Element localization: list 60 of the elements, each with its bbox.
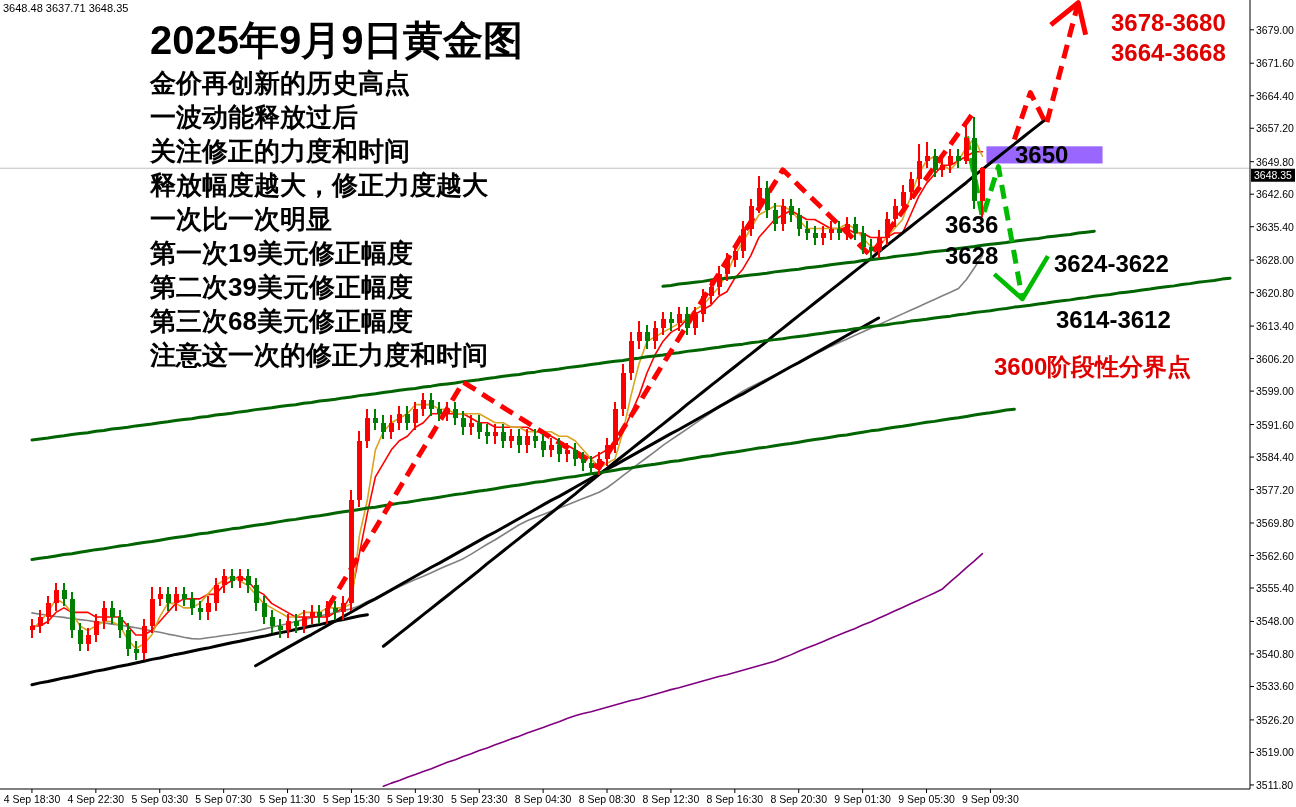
x-tick-label: 5 Sep 11:30 <box>259 793 316 805</box>
y-tick-label: 3620.80 <box>1256 286 1295 299</box>
annotation: 3628 <box>945 241 999 269</box>
x-tick-label: 8 Sep 20:30 <box>770 793 828 805</box>
annotation: 3678-3680 <box>1111 8 1226 36</box>
annotation: 一波动能释放过后 <box>150 102 358 133</box>
x-tick-label: 5 Sep 15:30 <box>323 793 380 805</box>
ref-line-label: 3648.35 <box>1254 169 1293 182</box>
annotation: 3600阶段性分界点 <box>994 352 1192 380</box>
y-tick-label: 3613.40 <box>1256 320 1295 333</box>
annotation: 释放幅度越大，修正力度越大 <box>149 170 489 201</box>
y-tick-label: 3628.00 <box>1256 254 1295 267</box>
x-tick-label: 4 Sep 22:30 <box>67 793 125 805</box>
x-tick-label: 5 Sep 19:30 <box>387 793 444 805</box>
annotation: 3614-3612 <box>1056 305 1171 333</box>
annotation: 3624-3622 <box>1054 249 1169 277</box>
chart-title: 2025年9月9日黄金图 <box>150 18 524 62</box>
y-tick-label: 3635.40 <box>1256 220 1295 233</box>
y-tick-label: 3562.60 <box>1256 549 1295 562</box>
annotation: 第三次68美元修正幅度 <box>149 306 413 337</box>
annotation: 金价再创新的历史高点 <box>149 68 410 99</box>
y-tick-label: 3569.80 <box>1256 516 1295 529</box>
annotation: 3664-3668 <box>1111 38 1226 66</box>
x-tick-label: 8 Sep 04:30 <box>514 793 572 805</box>
x-tick-label: 8 Sep 12:30 <box>642 793 700 805</box>
y-tick-label: 3606.20 <box>1256 352 1295 365</box>
y-tick-label: 3577.20 <box>1256 483 1295 496</box>
x-tick-label: 8 Sep 16:30 <box>706 793 764 805</box>
x-tick-label: 4 Sep 18:30 <box>3 793 61 805</box>
y-tick-label: 3679.00 <box>1256 23 1295 36</box>
y-tick-label: 3599.00 <box>1256 385 1295 398</box>
x-tick-label: 5 Sep 07:30 <box>195 793 253 805</box>
y-tick-label: 3548.00 <box>1256 615 1295 628</box>
y-tick-label: 3555.40 <box>1256 582 1295 595</box>
y-tick-label: 3584.40 <box>1256 451 1295 464</box>
y-tick-label: 3664.40 <box>1256 89 1295 102</box>
y-tick-label: 3519.00 <box>1256 746 1295 759</box>
annotation: 关注修正的力度和时间 <box>149 136 410 167</box>
annotation: 3648.48 3637.71 3648.35 <box>3 2 129 14</box>
annotation: 一次比一次明显 <box>150 204 332 235</box>
x-tick-label: 9 Sep 05:30 <box>898 793 955 805</box>
annotation: 3650 <box>1015 140 1069 168</box>
y-tick-label: 3526.20 <box>1256 713 1295 726</box>
y-tick-label: 3657.20 <box>1256 122 1295 135</box>
y-tick-label: 3671.60 <box>1256 57 1295 70</box>
y-tick-label: 3533.60 <box>1256 680 1295 693</box>
x-tick-label: 9 Sep 01:30 <box>834 793 892 805</box>
y-tick-label: 3540.80 <box>1256 647 1295 660</box>
annotation: 第二次39美元修正幅度 <box>149 272 413 303</box>
annotation: 注意这一次的修正力度和时间 <box>149 340 488 371</box>
x-tick-label: 8 Sep 08:30 <box>578 793 636 805</box>
x-tick-label: 9 Sep 09:30 <box>962 793 1019 805</box>
x-tick-label: 5 Sep 03:30 <box>131 793 189 805</box>
annotation: 3636 <box>945 210 999 238</box>
y-tick-label: 3642.60 <box>1256 188 1295 201</box>
annotation: 第一次19美元修正幅度 <box>149 238 413 269</box>
y-tick-label: 3511.80 <box>1256 778 1294 791</box>
y-tick-label: 3591.60 <box>1256 418 1295 431</box>
x-tick-label: 5 Sep 23:30 <box>450 793 508 805</box>
y-tick-label: 3649.80 <box>1256 155 1295 168</box>
